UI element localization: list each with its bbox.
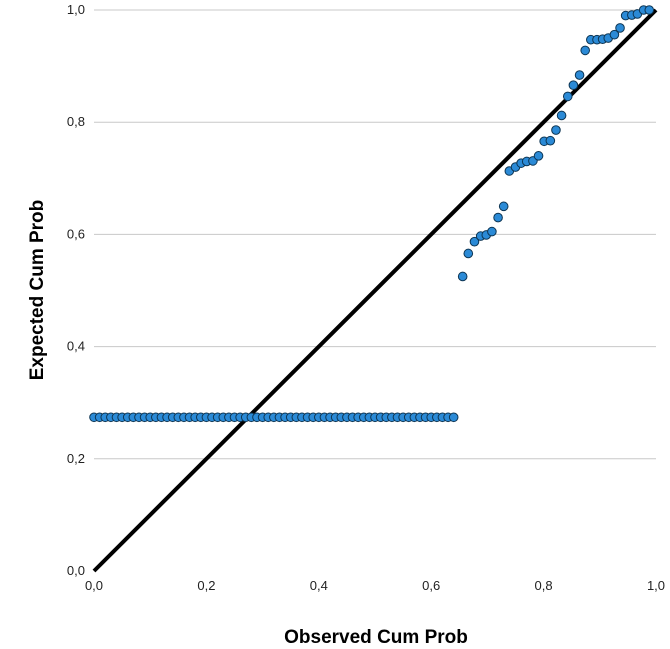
x-tick-label: 0,8 [535, 578, 553, 593]
y-tick-label: 0,2 [67, 451, 85, 466]
data-points [89, 5, 655, 423]
y-tick-label: 1,0 [67, 2, 85, 17]
y-tick-label: 0,0 [67, 563, 85, 578]
data-point [463, 248, 474, 259]
data-point [580, 45, 590, 56]
y-tick-labels: 0,0 0,2 0,4 0,6 0,8 1,0 [67, 2, 85, 578]
y-tick-label: 0,6 [67, 226, 85, 241]
x-tick-label: 0,2 [197, 578, 215, 593]
data-point [574, 70, 585, 80]
x-tick-labels: 0,0 0,2 0,4 0,6 0,8 1,0 [85, 578, 665, 593]
x-tick-label: 0,6 [422, 578, 440, 593]
y-axis-title: Expected Cum Prob [27, 200, 48, 381]
data-point [609, 29, 620, 40]
data-point [545, 135, 556, 146]
data-point [493, 212, 503, 223]
data-point [551, 125, 561, 135]
data-point [469, 236, 480, 247]
x-tick-label: 1,0 [647, 578, 665, 593]
data-point [533, 151, 544, 161]
data-point [615, 23, 625, 33]
grid-lines [94, 9, 656, 460]
x-tick-label: 0,4 [310, 578, 328, 593]
x-tick-label: 0,0 [85, 578, 103, 593]
data-point [448, 412, 459, 423]
data-point [457, 271, 468, 282]
data-point [568, 80, 579, 90]
y-tick-label: 0,4 [67, 339, 85, 354]
data-point [562, 91, 573, 102]
x-axis-title: Observed Cum Prob [284, 627, 468, 648]
data-point [487, 226, 497, 237]
data-point [498, 201, 509, 212]
reference-line [92, 8, 658, 573]
data-point [644, 5, 655, 15]
data-point [556, 110, 567, 121]
reference-line-group [92, 8, 658, 573]
y-tick-label: 0,8 [67, 114, 85, 129]
